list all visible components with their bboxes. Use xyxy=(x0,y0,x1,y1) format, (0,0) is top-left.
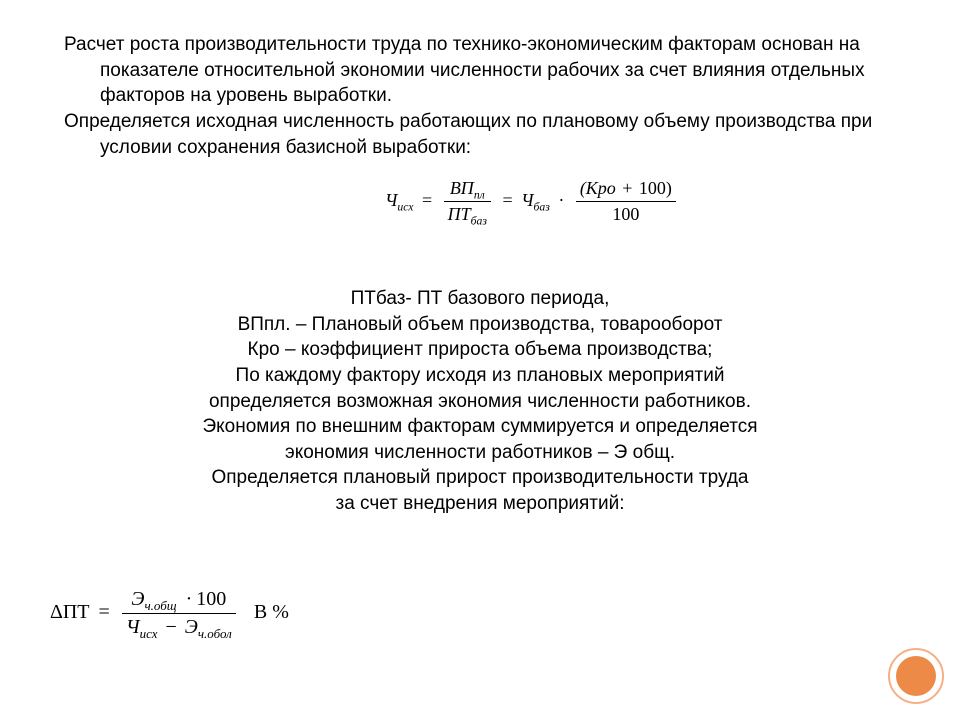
def-line-6: Экономия по внешним факторам суммируется… xyxy=(0,414,960,440)
formula1-frac1-den: ПТбаз xyxy=(444,202,491,225)
formula1-frac1: ВПпл ПТбаз xyxy=(444,178,491,225)
mult-dot: · xyxy=(554,190,568,210)
decorative-circle-icon xyxy=(888,648,944,704)
intro-paragraph-1: Расчет роста производительности труда по… xyxy=(64,32,928,109)
slide: Расчет роста производительности труда по… xyxy=(0,0,960,720)
equals-sign-2: = xyxy=(498,190,516,210)
definitions-block: ПТбаз- ПТ базового периода, ВПпл. – План… xyxy=(0,286,960,517)
intro-paragraph-2: Определяется исходная численность работа… xyxy=(64,109,928,160)
formula-headcount: Чисх = ВПпл ПТбаз = Чбаз · (Кро + 100) 1… xyxy=(385,178,679,225)
equals-sign: = xyxy=(418,190,436,210)
def-line-1: ПТбаз- ПТ базового периода, xyxy=(0,286,960,312)
def-line-9: за счет внедрения мероприятий: xyxy=(0,491,960,517)
def-line-3: Кро – коэффициент прироста объема произв… xyxy=(0,337,960,363)
circle-inner-fill xyxy=(896,656,936,696)
def-line-7: экономия численности работников – Э общ. xyxy=(0,440,960,466)
formula1-lhs: Чисх xyxy=(385,190,413,210)
def-line-4: По каждому фактору исходя из плановых ме… xyxy=(0,363,960,389)
formula-productivity-growth: ΔПТ = Эч.общ ·100 Чисх − Эч.обол В % xyxy=(50,588,289,639)
formula2-den: Чисх − Эч.обол xyxy=(122,614,236,639)
def-line-8: Определяется плановый прирост производит… xyxy=(0,465,960,491)
formula2-frac: Эч.общ ·100 Чисх − Эч.обол xyxy=(122,588,236,639)
intro-paragraphs: Расчет роста производительности труда по… xyxy=(28,32,928,160)
formula1-frac2-num: (Кро + 100) xyxy=(576,178,676,202)
formula2-num: Эч.общ ·100 xyxy=(122,588,236,614)
formula1-frac2: (Кро + 100) 100 xyxy=(576,178,676,225)
formula2-lhs: ΔПТ xyxy=(50,601,90,623)
def-line-5: определяется возможная экономия численно… xyxy=(0,389,960,415)
formula1-frac2-den: 100 xyxy=(576,202,676,225)
formula1-frac1-num: ВПпл xyxy=(444,178,491,202)
formula1-mid: Чбаз xyxy=(521,190,550,210)
equals-sign-3: = xyxy=(95,601,114,623)
formula2-unit: В % xyxy=(244,601,289,623)
def-line-2: ВПпл. – Плановый объем производства, тов… xyxy=(0,312,960,338)
